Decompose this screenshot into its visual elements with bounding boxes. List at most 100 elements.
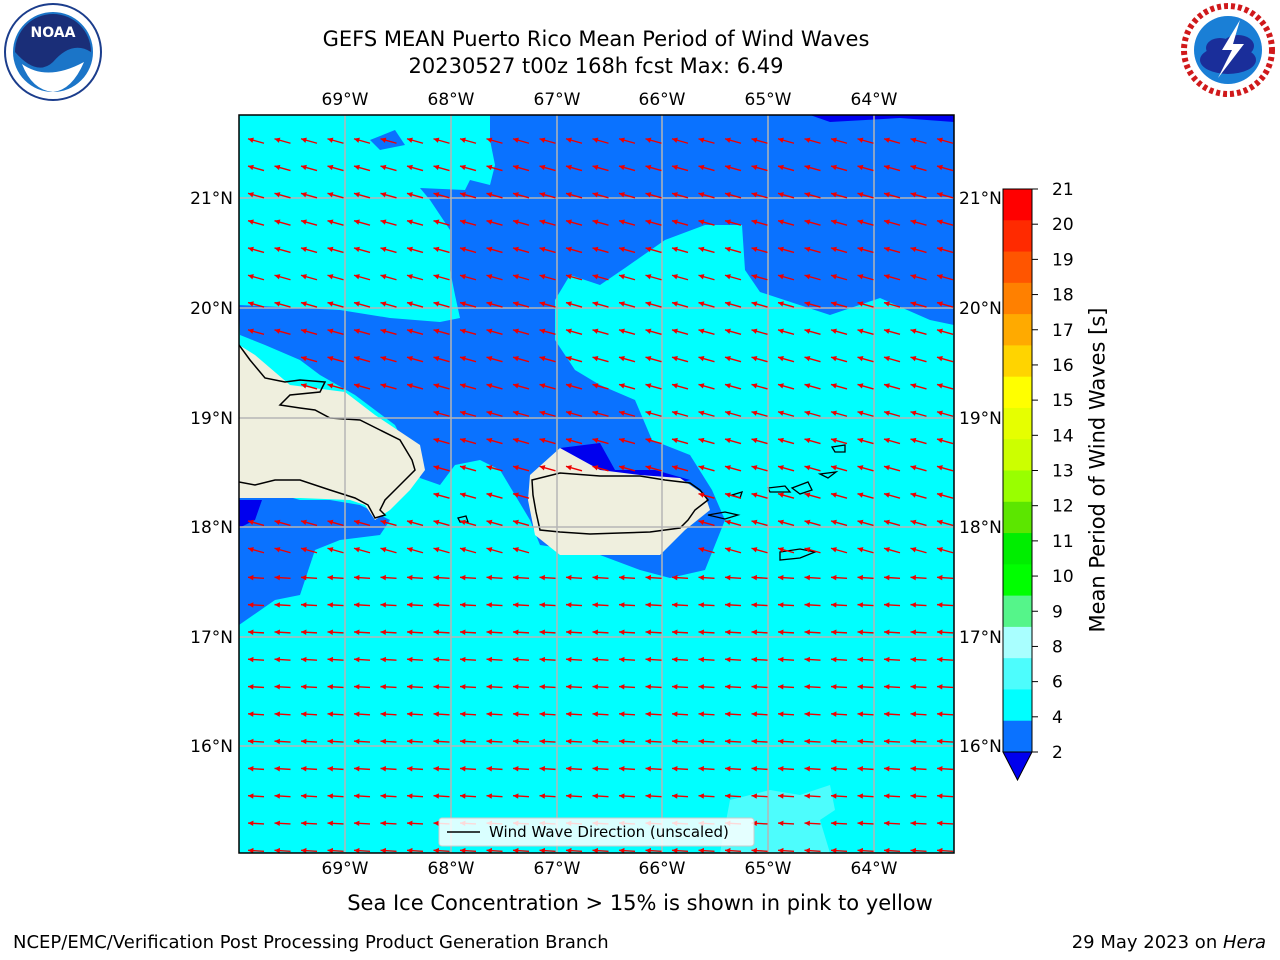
wind-arrow-head bbox=[327, 656, 333, 663]
wind-arrow-head bbox=[672, 574, 678, 581]
wind-arrow-head bbox=[301, 137, 307, 143]
colorbar-tick-label: 4 bbox=[1052, 708, 1063, 728]
wind-arrow-head bbox=[937, 656, 943, 663]
wind-arrow-head bbox=[751, 766, 757, 772]
wind-arrow-head bbox=[513, 738, 519, 745]
wind-arrow-head bbox=[460, 301, 466, 307]
wind-arrow-head bbox=[301, 574, 307, 581]
wind-arrow-head bbox=[486, 410, 493, 416]
wind-arrow-head bbox=[884, 547, 890, 553]
wind-arrow-head bbox=[433, 219, 440, 225]
wind-arrow-head bbox=[778, 328, 784, 334]
wind-arrow-head bbox=[672, 847, 678, 853]
wind-arrow-head bbox=[619, 328, 625, 334]
wind-arrow-head bbox=[937, 383, 943, 389]
wind-arrow-head bbox=[539, 355, 546, 362]
wind-arrow-head bbox=[513, 766, 519, 772]
wind-arrow-head bbox=[566, 766, 572, 772]
wind-arrow-head bbox=[857, 847, 863, 853]
wind-arrow-head bbox=[778, 656, 784, 663]
wind-arrow-head bbox=[884, 574, 890, 581]
wind-arrow-head bbox=[857, 602, 863, 608]
wind-arrow-head bbox=[566, 574, 572, 581]
wind-arrow-head bbox=[910, 137, 917, 143]
wind-arrow-head bbox=[804, 711, 810, 717]
wind-arrow-head bbox=[592, 711, 598, 717]
wind-arrow-head bbox=[539, 383, 546, 389]
wind-arrow-head bbox=[725, 492, 731, 498]
wind-arrow-head bbox=[513, 684, 519, 690]
wind-arrow-head bbox=[857, 793, 863, 799]
wind-arrow-head bbox=[248, 164, 254, 171]
wave-period-under-2-region bbox=[239, 500, 262, 528]
wind-arrow-head bbox=[857, 301, 864, 307]
wind-arrow-head bbox=[804, 847, 810, 853]
wind-arrow-head bbox=[407, 547, 413, 553]
colorbar-band bbox=[1003, 376, 1032, 409]
wind-arrow-head bbox=[433, 820, 439, 827]
sea-ice-note: Sea Ice Concentration > 15% is shown in … bbox=[347, 891, 933, 915]
wind-arrow-head bbox=[937, 410, 943, 416]
wind-arrow-head bbox=[486, 492, 493, 498]
wind-arrow-head bbox=[592, 437, 599, 444]
wind-arrow-head bbox=[354, 574, 360, 581]
lat-label-18n: 18°N bbox=[959, 518, 1002, 538]
lon-label-67w: 67°W bbox=[534, 859, 581, 879]
wind-arrow-head bbox=[433, 410, 440, 416]
footer-left: NCEP/EMC/Verification Post Processing Pr… bbox=[13, 932, 609, 953]
wave-period-2-4-region-southwest bbox=[239, 480, 390, 625]
wind-arrow-head bbox=[804, 328, 811, 334]
footer-host: Hera bbox=[1222, 932, 1266, 953]
wind-arrow-head bbox=[698, 547, 705, 553]
wind-arrow-head bbox=[831, 519, 837, 526]
wind-arrow-head bbox=[486, 519, 493, 526]
wind-arrow-head bbox=[248, 574, 254, 581]
wind-arrow-head bbox=[672, 328, 678, 334]
lon-labels-bottom: 69°W 68°W 67°W 66°W 65°W 64°W bbox=[322, 859, 898, 879]
wind-arrow-head bbox=[698, 738, 704, 745]
wind-arrow-head bbox=[433, 738, 439, 745]
wind-arrow-head bbox=[486, 219, 493, 225]
wind-arrow-head bbox=[460, 383, 466, 389]
wind-arrow-head bbox=[539, 410, 546, 416]
wind-arrow-head bbox=[645, 465, 652, 471]
wind-arrow-head bbox=[698, 410, 705, 416]
wind-arrow-head bbox=[725, 301, 731, 307]
wind-arrow-head bbox=[778, 383, 784, 389]
wind-arrow-head bbox=[566, 410, 572, 416]
wind-arrow-head bbox=[380, 328, 387, 334]
wind-arrow-head bbox=[778, 465, 784, 471]
wind-arrow-head bbox=[910, 793, 916, 799]
wind-arrow-head bbox=[354, 629, 360, 635]
wind-arrow-head bbox=[592, 164, 599, 171]
wave-period-under-2-region bbox=[810, 115, 954, 122]
wind-arrow-head bbox=[513, 383, 519, 389]
coastline-puerto-rico bbox=[531, 472, 710, 535]
wind-arrow-head bbox=[725, 629, 731, 635]
wind-arrow-head bbox=[619, 219, 625, 225]
wind-arrow-head bbox=[486, 656, 492, 663]
wind-arrow-head bbox=[486, 766, 492, 772]
wind-arrow-head bbox=[937, 519, 943, 526]
wind-arrow-head bbox=[248, 656, 254, 663]
lon-label-64w: 64°W bbox=[851, 859, 898, 879]
lat-label-16n: 16°N bbox=[959, 737, 1002, 757]
wind-arrow-head bbox=[857, 328, 864, 334]
wind-arrow-head bbox=[566, 164, 572, 171]
wind-arrow-head bbox=[327, 137, 334, 143]
wind-arrow-head bbox=[804, 410, 811, 416]
footer-date: 29 May 2023 on bbox=[1071, 932, 1223, 953]
wind-arrow-head bbox=[751, 274, 758, 280]
wind-arrow-head bbox=[354, 383, 360, 389]
wind-arrow-head bbox=[513, 656, 519, 663]
wind-arrow-head bbox=[301, 383, 307, 389]
wind-arrow-head bbox=[619, 656, 625, 663]
wind-arrow-head bbox=[407, 274, 413, 280]
colorbar-tick-label: 12 bbox=[1052, 497, 1074, 517]
wind-arrow-head bbox=[672, 766, 678, 772]
wind-arrow-head bbox=[486, 355, 493, 362]
wind-arrow-head bbox=[327, 274, 334, 280]
wind-arrow-head bbox=[460, 355, 466, 362]
wind-arrow-head bbox=[566, 355, 572, 362]
wind-arrow-head bbox=[725, 192, 731, 198]
